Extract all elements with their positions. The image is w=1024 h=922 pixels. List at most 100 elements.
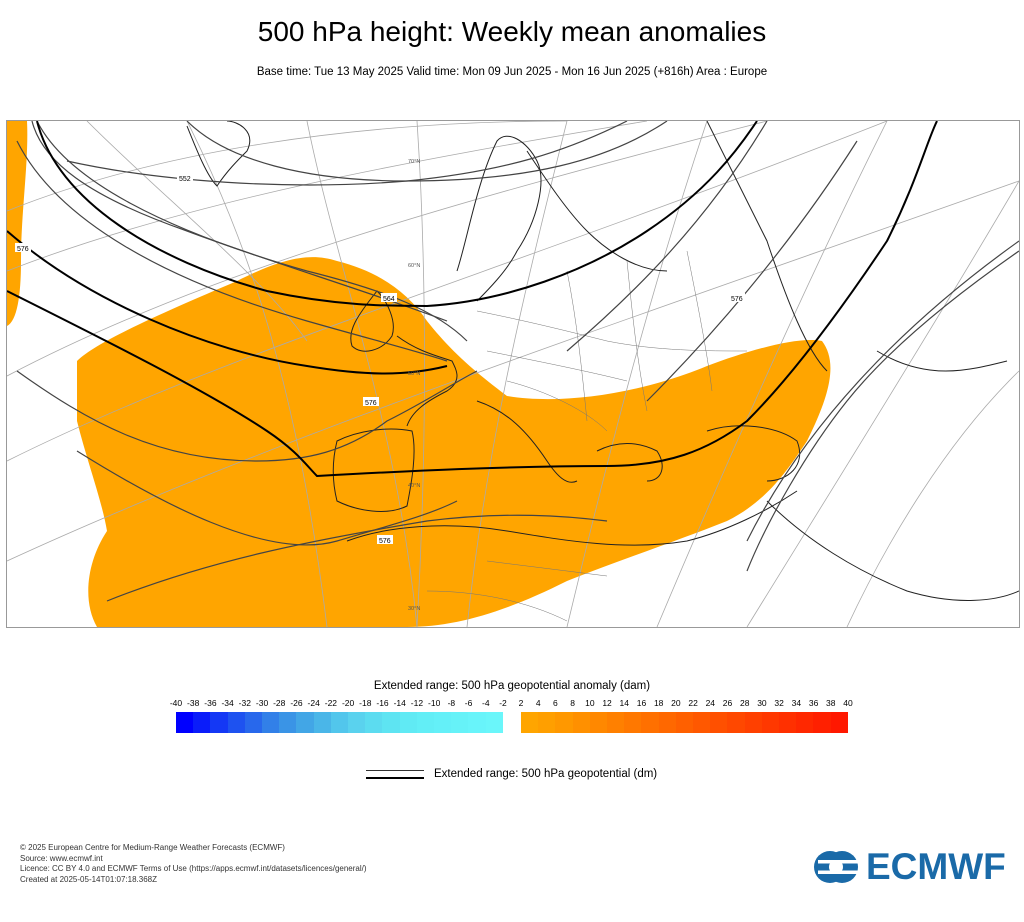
colorbar-cell bbox=[434, 712, 452, 733]
colorbar-cell bbox=[485, 712, 503, 733]
colorbar-cell bbox=[313, 712, 331, 733]
colorbar-tick-label: -16 bbox=[376, 698, 389, 708]
colorbar-cell bbox=[193, 712, 211, 733]
lat-label: 30°N bbox=[408, 606, 420, 612]
colorbar-tick-label: -4 bbox=[482, 698, 490, 708]
colorbar-tick-label: -24 bbox=[307, 698, 320, 708]
footer: © 2025 European Centre for Medium-Range … bbox=[20, 843, 367, 885]
colorbar-cell bbox=[538, 712, 556, 733]
footer-source: Source: www.ecmwf.int bbox=[20, 853, 103, 863]
colorbar-tick-label: 18 bbox=[653, 698, 664, 708]
colorbar-cell bbox=[813, 712, 831, 733]
anomaly-area-main bbox=[77, 257, 831, 627]
colorbar-cell bbox=[416, 712, 435, 733]
colorbar-cell bbox=[468, 712, 486, 733]
colorbar-cell bbox=[382, 712, 400, 733]
contour-label-564: 564 bbox=[381, 293, 397, 303]
footer-copyright: © 2025 European Centre for Medium-Range … bbox=[20, 843, 285, 852]
colorbar-tick-label: -40 bbox=[169, 698, 183, 708]
colorbar-tick-label: -26 bbox=[290, 698, 303, 708]
colorbar-cell bbox=[761, 712, 780, 733]
lat-label: 70°N bbox=[408, 159, 420, 165]
colorbar-cell bbox=[296, 712, 314, 733]
contour-label-576c: 576 bbox=[729, 293, 745, 303]
colorbar-cell bbox=[779, 712, 797, 733]
lat-label: 60°N bbox=[408, 263, 420, 269]
graticule bbox=[7, 121, 1019, 627]
colorbar-cell bbox=[227, 712, 245, 733]
colorbar-cell bbox=[399, 712, 417, 733]
ecmwf-logo-icon bbox=[814, 851, 858, 883]
lat-label: 50°N bbox=[408, 371, 420, 377]
colorbar-tick-label: -20 bbox=[341, 698, 355, 708]
colorbar-tick-label: -28 bbox=[273, 698, 286, 708]
lat-label: 40°N bbox=[408, 483, 420, 489]
colorbar-tick-label: -34 bbox=[221, 698, 234, 708]
colorbar-cell bbox=[279, 712, 297, 733]
country-borders bbox=[426, 250, 748, 622]
colorbar-negative bbox=[176, 712, 503, 733]
colorbar-tick-label: -36 bbox=[204, 698, 217, 708]
contour-label-text: 576 bbox=[365, 400, 377, 407]
colorbar-cell bbox=[641, 712, 659, 733]
contour-label-576b: 576 bbox=[377, 535, 393, 545]
colorbar-tick-label: -22 bbox=[324, 698, 338, 708]
map-canvas: 552 564 576 576 576 576 70°N 60°N 50°N 4… bbox=[7, 121, 1019, 627]
colorbar-cell bbox=[693, 712, 711, 733]
colorbar-tick-label: 4 bbox=[535, 698, 541, 708]
colorbar-tick-label: 20 bbox=[671, 698, 681, 708]
colorbar-ticks: -40 -38 -36 -34 -32 -30 -28 -26 -24 -22 -20 -18 -16-… bbox=[0, 698, 1024, 712]
contour-label-text: 552 bbox=[179, 176, 191, 183]
colorbar-tick-label: -14 bbox=[393, 698, 406, 708]
colorbar-tick-label: 34 bbox=[791, 698, 802, 708]
footer-created: Created at 2025-05-14T01:07:18.368Z bbox=[20, 874, 157, 884]
contour-legend: Extended range: 500 hPa geopotential (dm… bbox=[366, 768, 657, 780]
colorbar-cell bbox=[744, 712, 762, 733]
colorbar-cell bbox=[555, 712, 573, 733]
colorbar-tick-label: 24 bbox=[705, 698, 716, 708]
colorbar-tick-label: 12 bbox=[602, 698, 612, 708]
colorbar-cell bbox=[348, 712, 366, 733]
colorbar-cell bbox=[176, 712, 194, 733]
colorbar-tick-label: 2 bbox=[518, 698, 524, 708]
colorbar-cell bbox=[365, 712, 383, 733]
contour-label-text: 576 bbox=[17, 246, 29, 253]
colorbar-cell bbox=[658, 712, 676, 733]
ecmwf-logo[interactable]: ECMWF bbox=[812, 846, 1006, 888]
colorbar-tick-label: 14 bbox=[619, 698, 629, 708]
colorbar-tick-label: -2 bbox=[499, 698, 507, 708]
anomaly-area-west bbox=[7, 121, 28, 326]
colorbar-cell bbox=[796, 712, 814, 733]
map-title: 500 hPa height: Weekly mean anomalies bbox=[257, 16, 767, 47]
colorbar-title: Extended range: 500 hPa geopotential ano… bbox=[373, 680, 651, 692]
colorbar-tick-label: 10 bbox=[585, 698, 595, 708]
contour-label-576d: 576 bbox=[15, 243, 31, 253]
height-contours-thick bbox=[7, 121, 938, 478]
contour-label-text: 576 bbox=[731, 296, 743, 303]
footer-licence: Licence: CC BY 4.0 and ECMWF Terms of Us… bbox=[20, 864, 367, 873]
colorbar-tick-label: -12 bbox=[410, 698, 424, 708]
ecmwf-logo-text: ECMWF bbox=[866, 846, 1006, 887]
colorbar-tick-label: 26 bbox=[722, 698, 733, 708]
colorbar-tick-label: 8 bbox=[570, 698, 575, 708]
colorbar-cell bbox=[624, 712, 642, 733]
contour-label-text: 564 bbox=[383, 296, 395, 303]
colorbar-cell bbox=[521, 712, 539, 733]
colorbar-tick-label: 22 bbox=[688, 698, 698, 708]
colorbar-tick-label: -10 bbox=[428, 698, 441, 708]
colorbar-positive bbox=[521, 712, 848, 733]
contour-legend-label: Extended range: 500 hPa geopotential (dm… bbox=[434, 768, 658, 780]
colorbar-tick-label: 30 bbox=[757, 698, 767, 708]
colorbar-tick-label: -32 bbox=[238, 698, 251, 708]
colorbar-tick-label: -18 bbox=[359, 698, 372, 708]
colorbar-tick-label: 6 bbox=[553, 698, 558, 708]
colorbar-cell bbox=[589, 712, 608, 733]
colorbar-tick-label: -38 bbox=[187, 698, 200, 708]
colorbar-cell bbox=[830, 712, 848, 733]
colorbar-tick-label: 32 bbox=[774, 698, 784, 708]
colorbar-tick-label: 36 bbox=[808, 698, 819, 708]
map-panel[interactable]: 552 564 576 576 576 576 70°N 60°N 50°N 4… bbox=[6, 120, 1020, 628]
colorbar-cell bbox=[607, 712, 625, 733]
colorbar-tick-label: -6 bbox=[464, 698, 473, 708]
contour-label-552: 552 bbox=[177, 173, 193, 183]
